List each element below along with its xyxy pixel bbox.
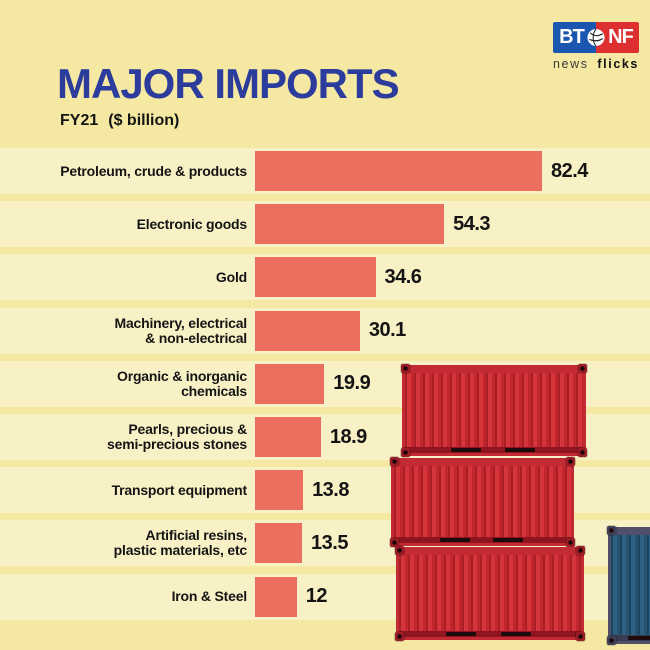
bar [255,576,297,617]
subtitle-period: FY21 [60,112,99,129]
container-bottom-rail [405,447,583,453]
page-title: MAJOR IMPORTS [57,60,400,107]
value-label: 30.1 [368,319,406,342]
chart-row-1: Petroleum, crude & products 82.4 [0,148,650,194]
value-label: 13.8 [312,478,349,501]
bar [255,363,325,404]
container-top-rail [399,550,581,555]
bar [255,523,303,564]
bar [255,257,376,298]
category-label: Iron & Steel [171,588,248,605]
shipping-container-red-bottom-icon [395,546,585,641]
logo-wordmark-flicks: flicks [597,57,639,71]
bar [255,151,542,191]
subtitle-unit: ($ billion) [108,112,180,129]
value-label: 12 [305,585,328,608]
category-label: Artificial resins, plastic materials, et… [113,527,248,559]
shipping-container-red-middle-icon [390,457,575,547]
chart-row-2: Electronic goods 54.3 [0,201,650,248]
category-label: Gold [215,268,247,285]
shipping-container-red-top-icon [401,364,587,457]
category-label: Petroleum, crude & products [60,162,247,179]
value-label: 19.9 [333,372,371,395]
category-label: Electronic goods [136,215,248,232]
chart-row-4: Machinery, electrical & non-electrical 30… [0,307,650,354]
value-label: 82.4 [551,159,588,182]
container-top-rail [611,530,650,535]
container-top-rail [405,368,583,373]
bar [255,204,445,245]
category-label: Machinery, electrical & non-electrical [114,314,248,346]
bar [255,417,321,457]
container-bottom-rail [399,631,581,637]
shipping-container-blue-icon [607,526,650,645]
container-bottom-rail [611,635,650,641]
logo-wordmark: news flicks [553,57,639,71]
category-label: Organic & inorganic chemicals [117,367,247,399]
value-label: 13.5 [311,531,348,554]
category-label: Pearls, precious & semi-precious stones [107,421,247,452]
chart-row-3: Gold 34.6 [0,254,650,301]
bar [255,470,304,511]
value-label: 54.3 [453,212,491,235]
category-label: Transport equipment [111,481,248,498]
globe-icon [587,28,606,47]
bar [255,310,360,351]
logo-wordmark-news: news [553,57,589,71]
value-label: 34.6 [384,265,422,288]
value-label: 18.9 [329,425,367,448]
container-bottom-rail [394,537,571,543]
logo-box: BT NF [553,22,639,53]
chart-subtitle: FY21 ($ billion) [60,112,179,130]
container-top-rail [394,461,571,466]
btnf-logo: BT NF news flicks [553,22,639,71]
